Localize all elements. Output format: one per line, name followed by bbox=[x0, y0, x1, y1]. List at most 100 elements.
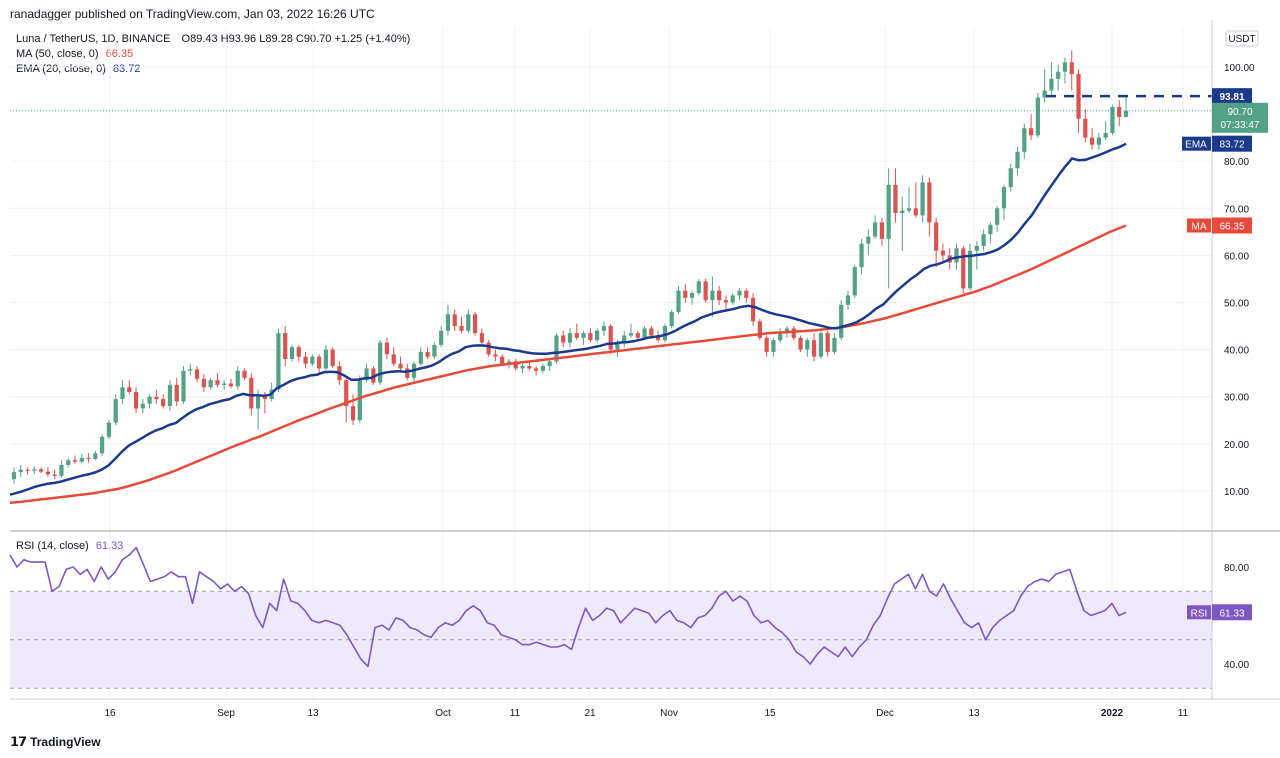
x-tick-label: 13 bbox=[968, 708, 980, 719]
candle-body bbox=[818, 333, 823, 357]
candle-body bbox=[554, 335, 559, 362]
indicator-lines bbox=[9, 94, 1212, 668]
candle-body bbox=[1110, 107, 1115, 133]
symbol-title[interactable]: Luna / TetherUS, 1D, BINANCE bbox=[16, 33, 171, 45]
candle-body bbox=[920, 182, 925, 216]
resistance-tag bbox=[1212, 88, 1252, 105]
candle-body bbox=[432, 344, 437, 357]
candle-body bbox=[764, 337, 769, 352]
candle-body bbox=[459, 326, 464, 331]
candle-body bbox=[439, 330, 444, 345]
candle-body bbox=[11, 472, 17, 480]
candle-body bbox=[927, 182, 932, 223]
candle-body bbox=[811, 340, 817, 357]
candle-body bbox=[825, 333, 830, 352]
candle-body bbox=[595, 330, 600, 341]
tradingview-brand[interactable]: 𝟭𝟳 TradingView bbox=[10, 734, 101, 750]
rsi-band bbox=[10, 590, 1212, 689]
candle-body bbox=[405, 368, 410, 378]
y-tick-label: 20.00 bbox=[1224, 440, 1249, 451]
ema-value-label: 83.72 bbox=[1219, 140, 1244, 151]
x-tick-label: 21 bbox=[584, 708, 596, 719]
candle-body bbox=[771, 340, 776, 352]
price-tags: 93.81 90.70 07:33:47 EMA 83.72 MA 66.35 RSI 61.3… bbox=[1182, 88, 1268, 621]
candle-body bbox=[866, 236, 871, 244]
candle-body bbox=[66, 460, 71, 465]
x-tick-label: 13 bbox=[307, 708, 319, 719]
candle-body bbox=[59, 464, 64, 476]
candle-body bbox=[493, 354, 498, 357]
candle-body bbox=[296, 347, 301, 357]
candle-body bbox=[242, 370, 247, 378]
candle-body bbox=[635, 333, 640, 338]
candle-body bbox=[303, 356, 308, 364]
ema20-line bbox=[9, 142, 1127, 496]
candle-body bbox=[222, 383, 227, 385]
last-price-label: 90.70 bbox=[1227, 107, 1252, 118]
candle-body bbox=[249, 377, 254, 409]
candle-body bbox=[954, 248, 959, 263]
candle-body bbox=[194, 369, 200, 379]
rsi-name-tag bbox=[1187, 605, 1211, 620]
candle-body bbox=[161, 399, 166, 407]
candle-body bbox=[486, 342, 491, 355]
ema-legend[interactable]: EMA (20, close, 0) 83.72 bbox=[16, 63, 140, 75]
resistance-tag-label: 93.81 bbox=[1219, 92, 1244, 103]
rsi-name-label: RSI bbox=[1191, 608, 1208, 619]
ma-value-tag bbox=[1212, 217, 1252, 234]
currency-box bbox=[1225, 30, 1259, 47]
candle-body bbox=[1089, 137, 1095, 145]
publisher-line: ranadagger published on TradingView.com,… bbox=[10, 7, 375, 21]
y-tick-label: 70.00 bbox=[1224, 204, 1249, 215]
candle-body bbox=[262, 396, 267, 400]
candle-body bbox=[181, 370, 186, 402]
candle-body bbox=[79, 457, 84, 462]
candle-body bbox=[1001, 187, 1007, 209]
candle-body bbox=[574, 333, 579, 338]
candle-body bbox=[364, 368, 369, 381]
candle-body bbox=[472, 314, 478, 334]
ma-value: 66.35 bbox=[105, 48, 134, 60]
candle-body bbox=[628, 333, 634, 336]
candle-body bbox=[730, 295, 735, 303]
axes-layer: 16 Sep 13 Oct 11 21 Nov 15 Dec 13 2022 11 10.00 20.00… bbox=[10, 20, 1280, 719]
rsi-tick-label: 40.00 bbox=[1224, 660, 1249, 671]
ema-value: 83.72 bbox=[112, 63, 141, 75]
y-tick-label: 50.00 bbox=[1224, 299, 1249, 310]
candle-body bbox=[710, 290, 715, 301]
candle-body bbox=[974, 245, 979, 251]
y-tick-label: 10.00 bbox=[1224, 487, 1249, 498]
candle-body bbox=[425, 351, 430, 357]
candle-body bbox=[330, 349, 335, 367]
candle-body bbox=[683, 290, 688, 298]
candle-body bbox=[879, 222, 885, 239]
candle-body bbox=[1049, 78, 1054, 91]
candle-body bbox=[32, 469, 37, 471]
candle-body bbox=[350, 406, 356, 421]
candle-body bbox=[174, 384, 179, 402]
candle-body bbox=[689, 293, 695, 298]
candle-body bbox=[1103, 132, 1108, 138]
candle-body bbox=[384, 342, 390, 355]
candle-body bbox=[737, 290, 742, 296]
candle-body bbox=[317, 356, 322, 369]
rsi-line bbox=[9, 546, 1127, 668]
candle-body bbox=[608, 326, 613, 350]
candle-body bbox=[967, 250, 973, 289]
candle-body bbox=[255, 396, 261, 409]
symbol-legend[interactable]: Luna / TetherUS, 1D, BINANCE O89.43 H93.… bbox=[16, 33, 410, 45]
candle-body bbox=[778, 333, 783, 341]
candle-body bbox=[140, 403, 145, 409]
candle-body bbox=[547, 361, 552, 367]
rsi-value-label: 61.33 bbox=[1219, 608, 1244, 619]
candle-body bbox=[500, 356, 505, 364]
candle-body bbox=[52, 474, 57, 476]
candle-body bbox=[696, 281, 701, 294]
x-tick-label: Nov bbox=[660, 708, 678, 719]
ma-legend[interactable]: MA (50, close, 0) 66.35 bbox=[16, 48, 133, 60]
candle-body bbox=[127, 387, 132, 392]
brand-name: TradingView bbox=[30, 735, 101, 749]
candle-body bbox=[669, 311, 674, 327]
